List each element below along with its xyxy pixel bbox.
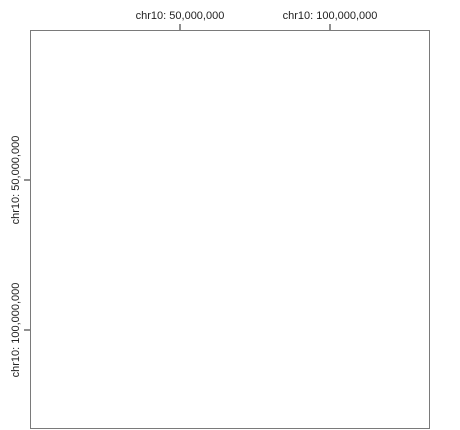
plot-area[interactable] [30,30,430,429]
x-tick-label: chr10: 50,000,000 [136,10,225,22]
y-axis-ticks: chr10: 50,000,000 chr10: 100,000,000 [10,136,30,378]
y-tick-label: chr10: 50,000,000 [10,136,22,225]
x-tick-label: chr10: 100,000,000 [283,10,378,22]
x-axis-ticks: chr10: 50,000,000 chr10: 100,000,000 [136,10,378,30]
y-tick-label: chr10: 100,000,000 [10,283,22,378]
